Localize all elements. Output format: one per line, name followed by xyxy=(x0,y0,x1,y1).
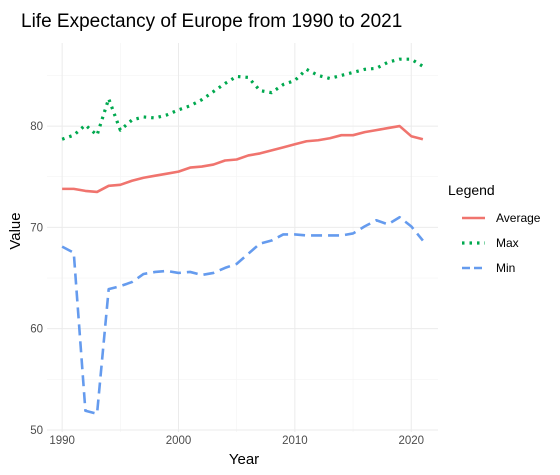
series-line-max xyxy=(61,57,424,141)
y-tick-label: 80 xyxy=(30,121,43,133)
series-line-average xyxy=(62,124,424,194)
y-tick-labels: 50 60 70 80 xyxy=(30,121,43,437)
legend: Legend Average Max Min xyxy=(448,182,541,275)
legend-title: Legend xyxy=(448,182,495,198)
x-tick-label: 2010 xyxy=(282,435,308,447)
y-axis-title: Value xyxy=(7,212,24,249)
legend-label-min: Min xyxy=(496,261,515,275)
series-line-min xyxy=(61,215,424,416)
y-tick-label: 60 xyxy=(30,324,43,336)
chart-title: Life Expectancy of Europe from 1990 to 2… xyxy=(21,11,402,32)
plot-grid xyxy=(47,43,438,432)
y-tick-label: 50 xyxy=(30,425,43,437)
x-tick-labels: 1990 2000 2010 2020 xyxy=(49,435,424,447)
x-tick-label: 2020 xyxy=(398,435,424,447)
x-tick-label: 2000 xyxy=(166,435,192,447)
series-lines xyxy=(61,57,424,416)
legend-label-average: Average xyxy=(496,211,541,225)
x-axis-title: Year xyxy=(229,451,259,468)
x-tick-label: 1990 xyxy=(49,435,75,447)
legend-label-max: Max xyxy=(496,236,519,250)
y-tick-label: 70 xyxy=(30,222,43,234)
